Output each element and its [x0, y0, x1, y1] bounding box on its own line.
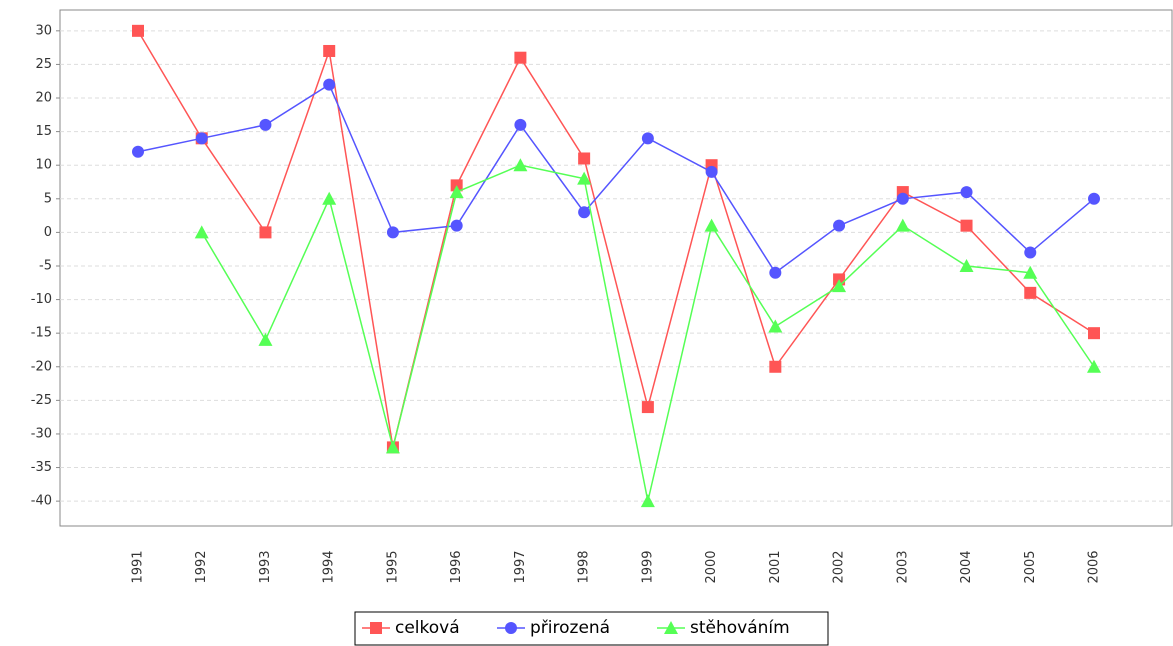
data-point	[577, 171, 592, 185]
data-point	[194, 225, 209, 239]
data-point	[578, 152, 591, 165]
series-line	[137, 83, 1095, 274]
data-point	[769, 360, 782, 373]
data-point	[833, 219, 846, 232]
legend-label: celková	[395, 618, 460, 638]
data-point	[449, 185, 464, 199]
y-tick-label: -40	[31, 494, 52, 509]
x-tick-label: 2000	[704, 550, 719, 583]
data-point	[641, 132, 654, 145]
x-tick-label: 1997	[513, 550, 528, 583]
y-tick-label: 30	[35, 23, 52, 38]
legend-label: přirozená	[530, 618, 610, 638]
data-point	[1024, 286, 1037, 299]
x-tick-label: 1999	[640, 550, 655, 583]
legend-marker	[664, 621, 678, 634]
data-point	[259, 118, 272, 131]
data-point	[1087, 359, 1101, 373]
series-line	[137, 30, 1095, 448]
data-point	[704, 218, 719, 232]
x-tick-label: 1993	[258, 550, 273, 583]
x-tick-label: 1995	[385, 550, 400, 583]
x-tick-label: 2006	[1087, 550, 1102, 583]
y-tick-label: -10	[31, 292, 52, 307]
data-point	[385, 440, 400, 454]
data-point	[960, 219, 973, 232]
x-tick-label: 1991	[131, 550, 146, 583]
x-tick-label: 2005	[1023, 550, 1038, 583]
data-point	[132, 24, 144, 37]
x-tick-label: 1996	[449, 550, 464, 583]
legend-marker	[370, 622, 382, 634]
y-tick-label: -5	[39, 258, 52, 273]
y-tick-label: -35	[31, 460, 52, 475]
x-tick-label: 2002	[832, 550, 847, 583]
x-tick-label: 1998	[577, 550, 592, 583]
data-point	[960, 186, 973, 199]
legend: celková přirozená stěhováním	[354, 611, 829, 646]
x-tick-label: 1994	[322, 550, 337, 583]
x-tick-label: 2001	[768, 550, 783, 583]
data-point	[1023, 265, 1038, 279]
data-point	[513, 158, 528, 172]
data-point	[705, 165, 718, 178]
y-tick-label: -25	[31, 393, 52, 408]
data-point	[258, 332, 273, 346]
y-tick-label: 0	[44, 225, 52, 240]
data-point	[640, 494, 655, 508]
data-point	[832, 279, 847, 293]
x-tick-label: 1992	[194, 550, 209, 583]
legend-box	[354, 611, 829, 646]
data-point	[641, 401, 654, 414]
data-point	[322, 191, 337, 205]
legend-marker	[505, 622, 517, 634]
data-point	[514, 51, 527, 64]
y-tick-label: 25	[35, 57, 52, 72]
data-point	[514, 118, 527, 131]
data-point	[450, 219, 463, 232]
data-point	[1088, 327, 1100, 340]
data-point	[578, 206, 591, 219]
data-point	[895, 218, 910, 232]
data-point	[132, 145, 144, 158]
y-tick-label: 5	[44, 191, 52, 206]
y-tick-label: -30	[31, 426, 52, 441]
plot-area	[59, 9, 1173, 527]
data-point	[1024, 246, 1037, 259]
data-point	[768, 319, 783, 333]
data-point	[323, 44, 336, 57]
data-point	[259, 226, 272, 239]
data-point	[896, 192, 909, 205]
y-tick-label: -15	[31, 326, 52, 341]
data-point	[1088, 192, 1100, 205]
y-tick-label: -20	[31, 359, 52, 374]
y-tick-label: 20	[35, 91, 52, 106]
x-tick-label: 2004	[959, 550, 974, 583]
data-point	[386, 226, 399, 239]
y-tick-label: 15	[35, 124, 52, 139]
data-point	[959, 258, 974, 272]
data-point	[769, 266, 782, 279]
y-tick-label: 10	[35, 158, 52, 173]
x-tick-label: 2003	[895, 550, 910, 583]
legend-label: stěhováním	[690, 618, 790, 638]
data-point	[195, 132, 208, 145]
data-point	[323, 78, 336, 91]
